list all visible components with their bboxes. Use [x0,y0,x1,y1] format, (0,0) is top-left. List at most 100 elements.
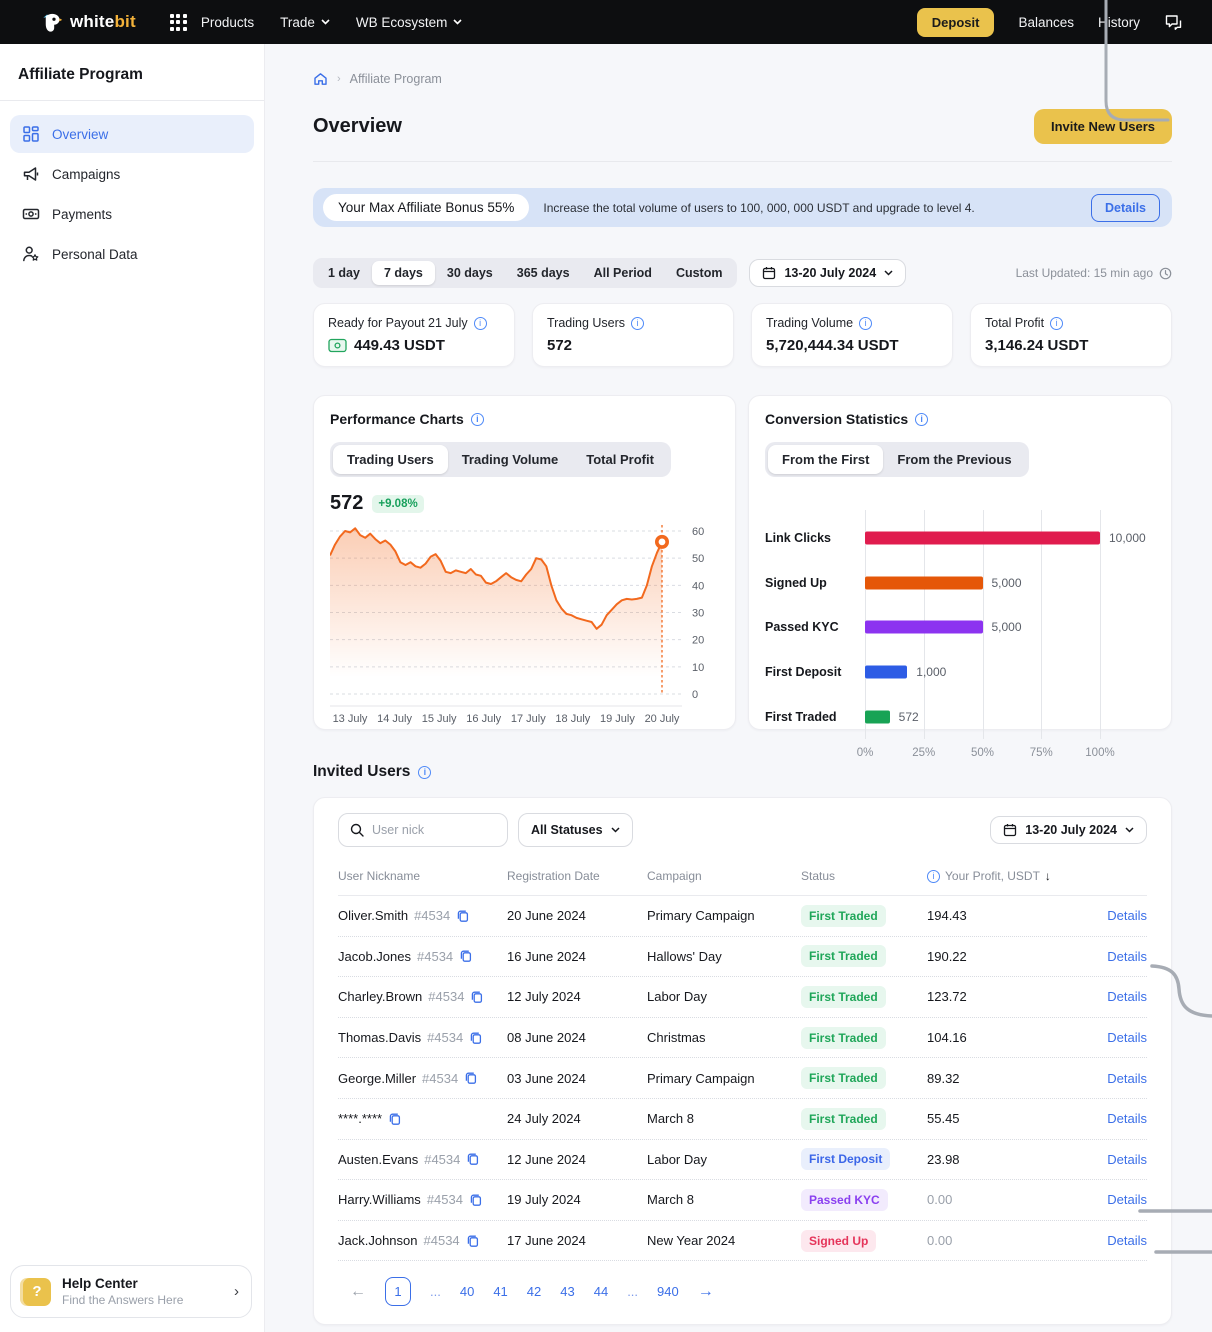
page-title: Overview [313,115,402,138]
copy-icon[interactable] [466,1152,480,1166]
home-icon[interactable] [313,72,328,86]
status-filter-dropdown[interactable]: All Statuses [518,813,633,847]
help-center-title: Help Center [62,1276,183,1291]
copy-icon[interactable] [466,1234,480,1248]
range-all-period[interactable]: All Period [582,261,664,285]
info-icon[interactable]: i [1050,317,1063,330]
conversion-row-passed-kyc: Passed KYC5,000 [765,605,1155,650]
help-center-card[interactable]: ? Help Center Find the Answers Here › [10,1265,252,1318]
nav-balances[interactable]: Balances [1018,15,1074,30]
stat-card-ready-for-payout: Ready for Payout 21 Julyi 449.43 USDT [313,303,515,367]
campaign-name: Primary Campaign [647,908,801,923]
table-row: Charley.Brown#453412 July 2024Labor DayF… [338,977,1147,1018]
stat-card-trading-volume: Trading Volumei 5,720,444.34 USDT [751,303,953,367]
info-icon[interactable]: i [915,413,928,426]
tab-trading-users[interactable]: Trading Users [333,445,448,474]
details-link[interactable]: Details [1107,949,1147,964]
info-icon[interactable]: i [471,413,484,426]
person-star-icon [22,245,40,263]
pagination-page-1[interactable]: 1 [385,1277,411,1306]
details-link[interactable]: Details [1107,1192,1147,1207]
details-link[interactable]: Details [1107,1030,1147,1045]
campaign-name: Hallows' Day [647,949,801,964]
copy-icon[interactable] [469,1031,483,1045]
tab-total-profit[interactable]: Total Profit [572,445,668,474]
pagination-page-40[interactable]: 40 [460,1284,474,1299]
profit-value: 0.00 [927,1192,1087,1207]
column-user-nickname: User Nickname [338,869,507,883]
whitebit-logo[interactable]: whitebit [40,11,136,34]
status-badge: First Traded [801,905,886,927]
info-icon[interactable]: i [631,317,644,330]
range-custom[interactable]: Custom [664,261,735,285]
svg-text:14 July: 14 July [377,713,412,725]
copy-icon[interactable] [459,949,473,963]
copy-icon[interactable] [464,1071,478,1085]
tab-from-the-first[interactable]: From the First [768,445,883,474]
conversion-statistics-card: Conversion Statisticsi From the First Fr… [748,395,1172,730]
bonus-details-button[interactable]: Details [1091,194,1160,222]
sidebar-item-campaigns[interactable]: Campaigns [10,155,254,193]
copy-icon[interactable] [388,1112,402,1126]
sidebar-item-personal-data[interactable]: Personal Data [10,235,254,273]
range-365-days[interactable]: 365 days [505,261,582,285]
status-cell: First Traded [801,1108,927,1130]
top-navigation-bar: whitebit Products Trade WB Ecosystem Dep… [0,0,1212,44]
invite-new-users-button[interactable]: Invite New Users [1034,109,1172,144]
range-1-day[interactable]: 1 day [316,261,372,285]
table-row: ****.****24 July 2024March 8First Traded… [338,1099,1147,1140]
date-range-picker[interactable]: 13-20 July 2024 [749,259,906,287]
copy-icon[interactable] [470,990,484,1004]
details-link[interactable]: Details [1107,1233,1147,1248]
conversion-value-label: 572 [899,710,919,724]
details-link[interactable]: Details [1107,1111,1147,1126]
breadcrumb-separator: › [337,73,341,85]
registration-date: 12 June 2024 [507,1152,647,1167]
profit-value: 55.45 [927,1111,1087,1126]
range-30-days[interactable]: 30 days [435,261,505,285]
details-link[interactable]: Details [1107,908,1147,923]
pagination-ellipsis: ... [627,1284,638,1299]
sidebar-item-overview[interactable]: Overview [10,115,254,153]
details-link[interactable]: Details [1107,989,1147,1004]
svg-text:10: 10 [692,662,704,674]
nav-products[interactable]: Products [201,15,254,30]
svg-text:13 July: 13 July [333,713,368,725]
info-icon[interactable]: i [418,766,431,779]
deposit-button[interactable]: Deposit [917,8,995,37]
table-date-range-picker[interactable]: 13-20 July 2024 [990,816,1147,844]
copy-icon[interactable] [469,1193,483,1207]
pagination-page-940[interactable]: 940 [657,1284,679,1299]
pagination-page-44[interactable]: 44 [594,1284,608,1299]
info-icon[interactable]: i [859,317,872,330]
tab-from-the-previous[interactable]: From the Previous [883,445,1025,474]
pagination: ←1...4041424344...940→ [338,1277,1147,1306]
copy-icon[interactable] [456,909,470,923]
profit-value: 0.00 [927,1233,1087,1248]
nav-history[interactable]: History [1098,15,1140,30]
details-link[interactable]: Details [1107,1071,1147,1086]
conversion-bar [865,576,983,589]
pagination-page-42[interactable]: 42 [527,1284,541,1299]
column-your-profit[interactable]: iYour Profit, USDT↓ [927,869,1087,883]
range-7-days[interactable]: 7 days [372,261,435,285]
bonus-text: Increase the total volume of users to 10… [543,201,1077,215]
conversion-category-label: Signed Up [765,576,865,590]
tab-trading-volume[interactable]: Trading Volume [448,445,573,474]
details-link[interactable]: Details [1107,1152,1147,1167]
conversion-bar [865,532,1100,545]
conversion-bar [865,710,890,723]
nav-trade[interactable]: Trade [280,15,330,30]
sidebar-item-payments[interactable]: Payments [10,195,254,233]
search-input[interactable] [372,823,482,837]
pagination-next[interactable]: → [698,1283,714,1301]
pagination-page-41[interactable]: 41 [493,1284,507,1299]
chat-icon[interactable] [1164,14,1184,31]
pagination-prev[interactable]: ← [350,1283,366,1301]
conversion-category-label: First Deposit [765,665,865,679]
nav-wb-ecosystem[interactable]: WB Ecosystem [356,15,463,30]
pagination-page-43[interactable]: 43 [560,1284,574,1299]
info-icon[interactable]: i [927,870,940,883]
info-icon[interactable]: i [474,317,487,330]
apps-grid-icon[interactable] [170,14,187,31]
